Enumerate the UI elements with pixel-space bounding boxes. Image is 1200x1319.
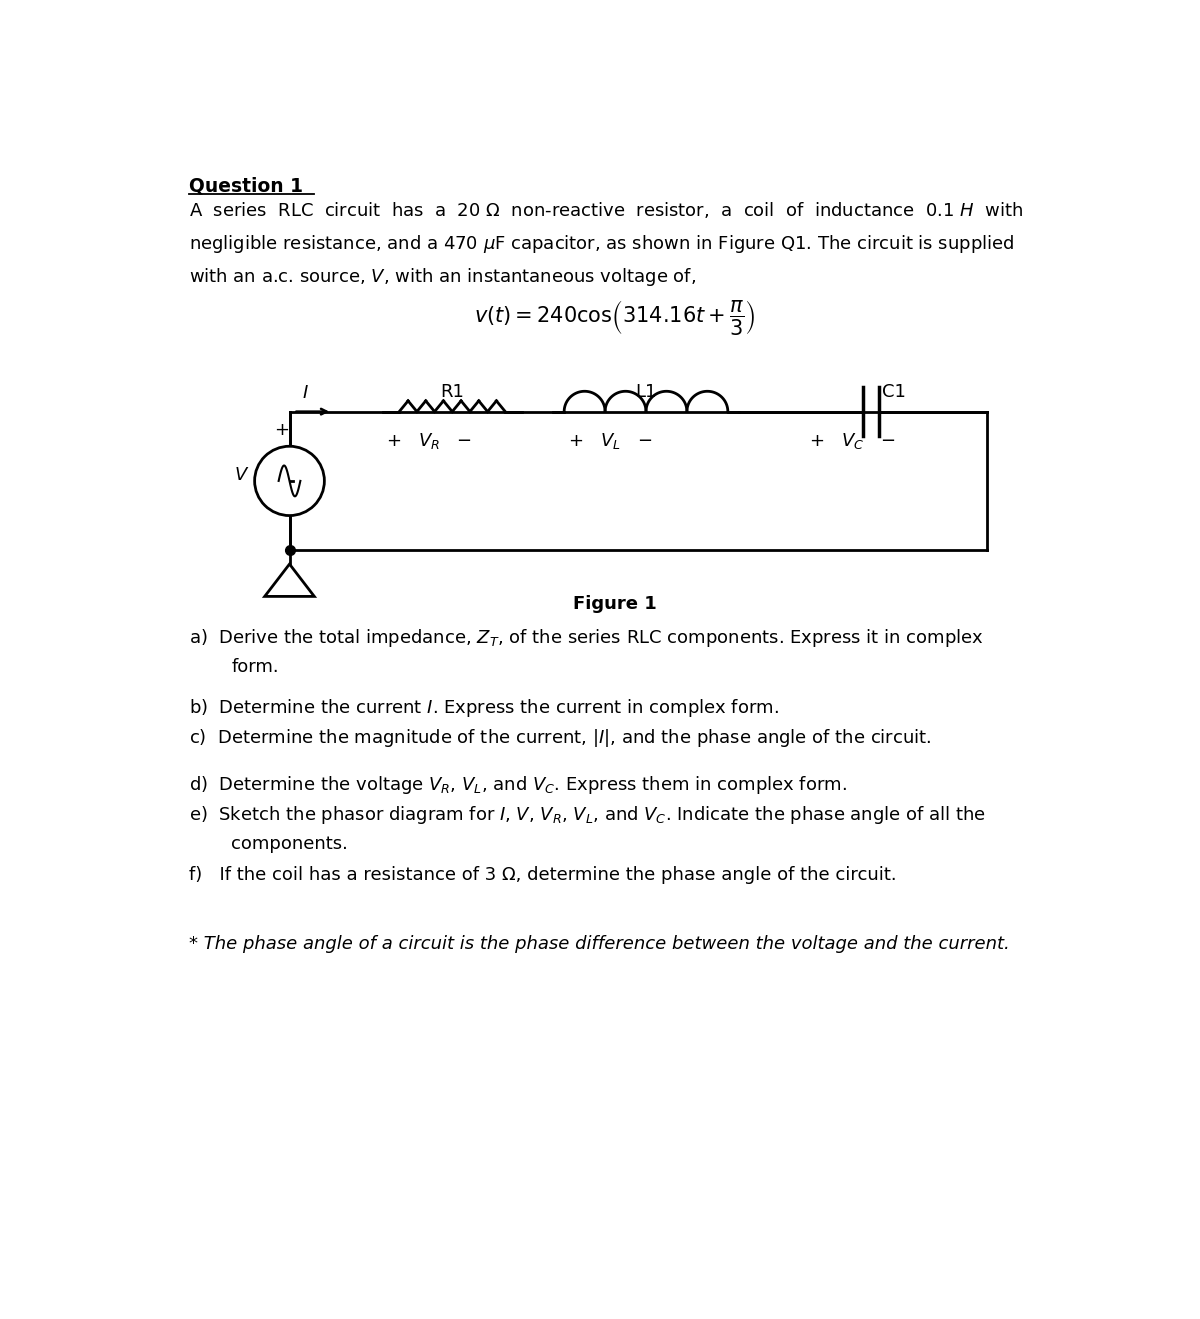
Text: $I$: $I$ <box>301 384 308 401</box>
Text: Question 1: Question 1 <box>188 177 302 195</box>
Text: C1: C1 <box>882 383 906 401</box>
Text: $+$   $V_R$   $-$: $+$ $V_R$ $-$ <box>386 431 473 451</box>
Text: $v(t) = 240 \cos \!\left(314.16t + \dfrac{\pi}{3}\right)$: $v(t) = 240 \cos \!\left(314.16t + \dfra… <box>474 298 756 336</box>
Text: e)  Sketch the phasor diagram for $I$, $V$, $V_R$, $V_L$, and $V_C$. Indicate th: e) Sketch the phasor diagram for $I$, $V… <box>188 805 985 826</box>
Text: A  series  RLC  circuit  has  a  20 $\Omega$  non-reactive  resistor,  a  coil  : A series RLC circuit has a 20 $\Omega$ n… <box>188 200 1022 220</box>
Text: c)  Determine the magnitude of the current, $|I|$, and the phase angle of the ci: c) Determine the magnitude of the curren… <box>188 727 931 749</box>
Text: * The phase angle of a circuit is the phase difference between the voltage and t: * The phase angle of a circuit is the ph… <box>188 935 1009 954</box>
Text: L1: L1 <box>635 383 656 401</box>
Text: form.: form. <box>232 658 278 677</box>
Text: Figure 1: Figure 1 <box>574 595 656 613</box>
Text: b)  Determine the current $I$. Express the current in complex form.: b) Determine the current $I$. Express th… <box>188 696 779 719</box>
Text: $+$   $V_L$   $-$: $+$ $V_L$ $-$ <box>569 431 653 451</box>
Text: $+$   $V_C$   $-$: $+$ $V_C$ $-$ <box>809 431 895 451</box>
Text: $+$: $+$ <box>274 421 289 438</box>
Text: f)   If the coil has a resistance of 3 Ω, determine the phase angle of the circu: f) If the coil has a resistance of 3 Ω, … <box>188 865 896 884</box>
Text: with an a.c. source, $V$, with an instantaneous voltage of,: with an a.c. source, $V$, with an instan… <box>188 266 696 288</box>
Text: d)  Determine the voltage $V_R$, $V_L$, and $V_C$. Express them in complex form.: d) Determine the voltage $V_R$, $V_L$, a… <box>188 773 847 795</box>
Text: components.: components. <box>232 835 348 853</box>
Text: a)  Derive the total impedance, $Z_T$, of the series RLC components. Express it : a) Derive the total impedance, $Z_T$, of… <box>188 628 984 649</box>
Text: R1: R1 <box>440 383 464 401</box>
Text: $V$: $V$ <box>234 466 250 484</box>
Text: negligible resistance, and a 470 $\mu$F capacitor, as shown in Figure Q1. The ci: negligible resistance, and a 470 $\mu$F … <box>188 233 1014 255</box>
